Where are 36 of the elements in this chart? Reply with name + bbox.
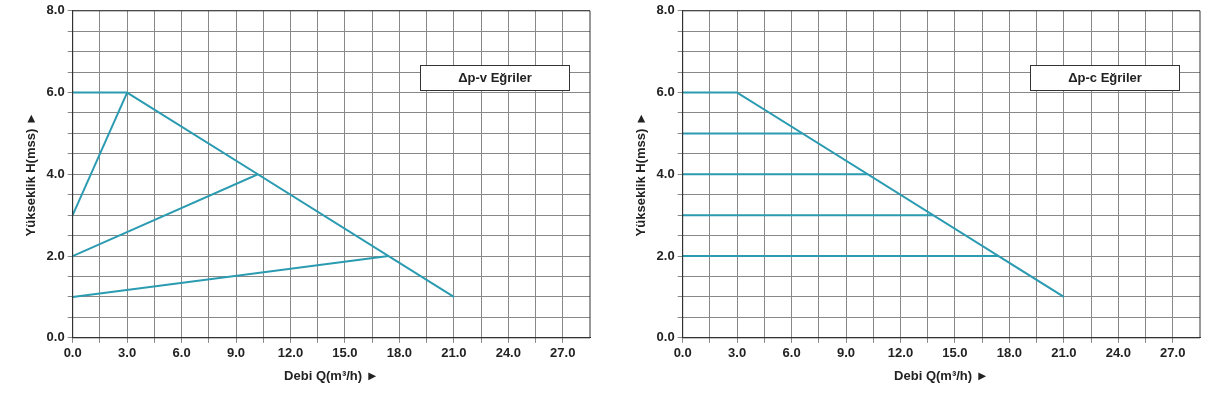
y-tick-label: 6.0 [656, 84, 675, 100]
label-box: Δp-v Eğriler [420, 64, 570, 91]
y-axis-title: Yükseklik H(mss) ► [633, 112, 649, 237]
y-tick-label: 4.0 [46, 165, 65, 181]
x-tick-label: 12.0 [277, 345, 304, 361]
y-tick-label: 8.0 [656, 2, 675, 18]
x-tick-label: 27.0 [550, 345, 576, 361]
x-tick-label: 18.0 [996, 345, 1023, 361]
y-tick-label: 4.0 [656, 165, 675, 181]
x-tick-label: 3.0 [728, 345, 747, 361]
x-tick-label: 6.0 [172, 345, 191, 361]
y-tick-label: 6.0 [46, 84, 65, 100]
y-tick-label: 2.0 [46, 247, 65, 263]
y-tick-label: 2.0 [656, 247, 675, 263]
x-tick-label: 0.0 [63, 345, 82, 361]
x-tick-label: 24.0 [1105, 345, 1131, 361]
x-tick-label: 18.0 [386, 345, 413, 361]
x-axis-title: Debi Q(m³/h) ► [894, 367, 989, 383]
x-tick-label: 0.0 [673, 345, 692, 361]
x-tick-label: 21.0 [1051, 345, 1077, 361]
y-tick-label: 8.0 [46, 2, 65, 18]
y-axis-title: Yükseklik H(mss) ► [23, 112, 39, 237]
x-axis-title: Debi Q(m³/h) ► [284, 367, 379, 383]
x-tick-label: 12.0 [887, 345, 914, 361]
x-tick-label: 24.0 [495, 345, 521, 361]
y-tick-label: 0.0 [656, 329, 675, 345]
y-tick-label: 0.0 [46, 329, 65, 345]
x-tick-label: 6.0 [782, 345, 801, 361]
x-tick-label: 21.0 [441, 345, 467, 361]
x-tick-label: 3.0 [118, 345, 137, 361]
x-tick-label: 27.0 [1160, 345, 1186, 361]
label-box: Δp-c Eğriler [1030, 64, 1180, 91]
x-tick-label: 15.0 [942, 345, 968, 361]
x-tick-label: 9.0 [837, 345, 856, 361]
x-tick-label: 15.0 [332, 345, 358, 361]
x-tick-label: 9.0 [227, 345, 246, 361]
